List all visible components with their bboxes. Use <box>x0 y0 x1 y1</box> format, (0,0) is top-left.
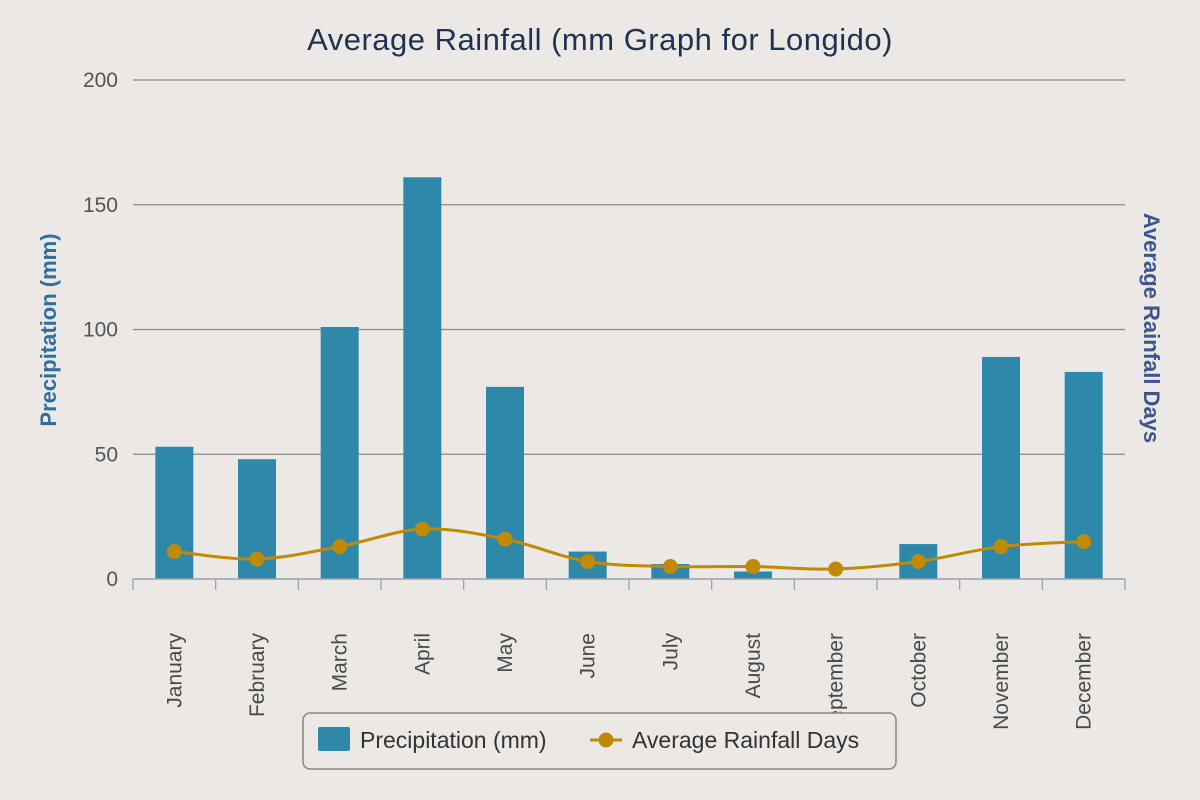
legend-label-rainfall-days: Average Rainfall Days <box>632 727 859 753</box>
y-tick-label: 100 <box>83 319 118 342</box>
y-tick-label: 0 <box>106 568 118 591</box>
legend-marker-swatch <box>598 732 614 748</box>
rainfall-days-point-june[interactable] <box>580 554 596 570</box>
rainfall-days-point-february[interactable] <box>249 551 265 567</box>
bar-may[interactable] <box>486 386 524 579</box>
legend: Precipitation (mm) Average Rainfall Days <box>302 712 897 770</box>
y-axis-title-left: Precipitation (mm) <box>36 233 61 426</box>
x-axis: January February March April May June July Augu… <box>132 578 1126 736</box>
bar-august[interactable] <box>734 571 772 579</box>
rainfall-days-point-march[interactable] <box>332 539 348 555</box>
bar-april[interactable] <box>403 177 442 579</box>
rainfall-days-point-may[interactable] <box>497 531 513 547</box>
y-axis-title-right: Average Rainfall Days <box>1139 213 1164 443</box>
x-tick-label: August <box>742 633 765 699</box>
rainfall-days-point-november[interactable] <box>993 539 1009 555</box>
x-tick-label: March <box>329 633 352 691</box>
x-tick-label: October <box>907 633 930 708</box>
x-tick-label: January <box>163 633 186 708</box>
x-tick-label: November <box>990 633 1013 730</box>
y-tick-label: 150 <box>83 194 118 217</box>
x-tick-label: December <box>1073 633 1096 730</box>
rainfall-days-point-april[interactable] <box>414 521 430 537</box>
x-tick-label: July <box>659 633 682 671</box>
y-tick-label: 200 <box>83 69 118 92</box>
legend-item-precipitation[interactable]: Precipitation (mm) <box>318 727 547 753</box>
rainfall-days-point-december[interactable] <box>1076 534 1092 550</box>
x-tick-label: September <box>825 633 848 736</box>
rainfall-days-point-august[interactable] <box>745 559 761 575</box>
x-tick-label: April <box>411 633 434 675</box>
bar-january[interactable] <box>155 446 194 579</box>
line-series <box>166 521 1092 577</box>
bar-march[interactable] <box>320 327 359 579</box>
rainfall-days-point-january[interactable] <box>166 544 182 560</box>
rainfall-days-point-october[interactable] <box>910 554 926 570</box>
rainfall-days-line <box>174 527 1084 571</box>
rainfall-days-point-july[interactable] <box>662 559 678 575</box>
legend-bar-swatch <box>318 727 350 751</box>
y-tick-label: 50 <box>95 443 118 466</box>
y-axis-ticks: 0 50 100 150 200 <box>83 69 118 591</box>
bar-series <box>155 177 1103 579</box>
rainfall-days-point-september[interactable] <box>828 561 844 577</box>
legend-label-precipitation: Precipitation (mm) <box>360 727 547 753</box>
x-tick-label: May <box>494 633 517 673</box>
x-tick-label: February <box>246 633 269 718</box>
legend-item-rainfall-days[interactable]: Average Rainfall Days <box>590 727 859 753</box>
chart-title: Average Rainfall (mm Graph for Longido) <box>307 22 893 57</box>
gridlines <box>133 79 1125 455</box>
x-tick-label: June <box>577 633 600 679</box>
